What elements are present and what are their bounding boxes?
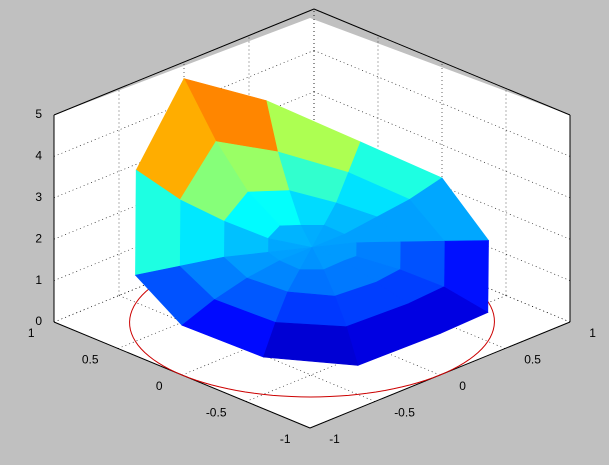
x-tick-label: 0 [156, 379, 163, 393]
z-tick-label: 4 [35, 149, 42, 163]
z-tick-label: 5 [35, 107, 42, 121]
x-tick-label: 0.5 [82, 353, 99, 367]
z-tick-label: 3 [35, 190, 42, 204]
y-tick-label: -1 [329, 432, 340, 446]
y-tick-label: 0.5 [524, 353, 541, 367]
surface-patch [263, 322, 359, 366]
x-tick-label: -1 [280, 432, 291, 446]
z-tick-label: 2 [35, 231, 42, 245]
y-tick-label: 0 [459, 379, 466, 393]
x-tick-label: -0.5 [206, 406, 227, 420]
y-tick-label: 1 [589, 326, 596, 340]
y-tick-label: -0.5 [394, 406, 415, 420]
axis-box [313, 8, 571, 116]
z-tick-label: 0 [35, 314, 42, 328]
axis-box [53, 8, 315, 116]
z-tick-label: 1 [35, 273, 42, 287]
x-tick-label: 1 [28, 326, 35, 340]
